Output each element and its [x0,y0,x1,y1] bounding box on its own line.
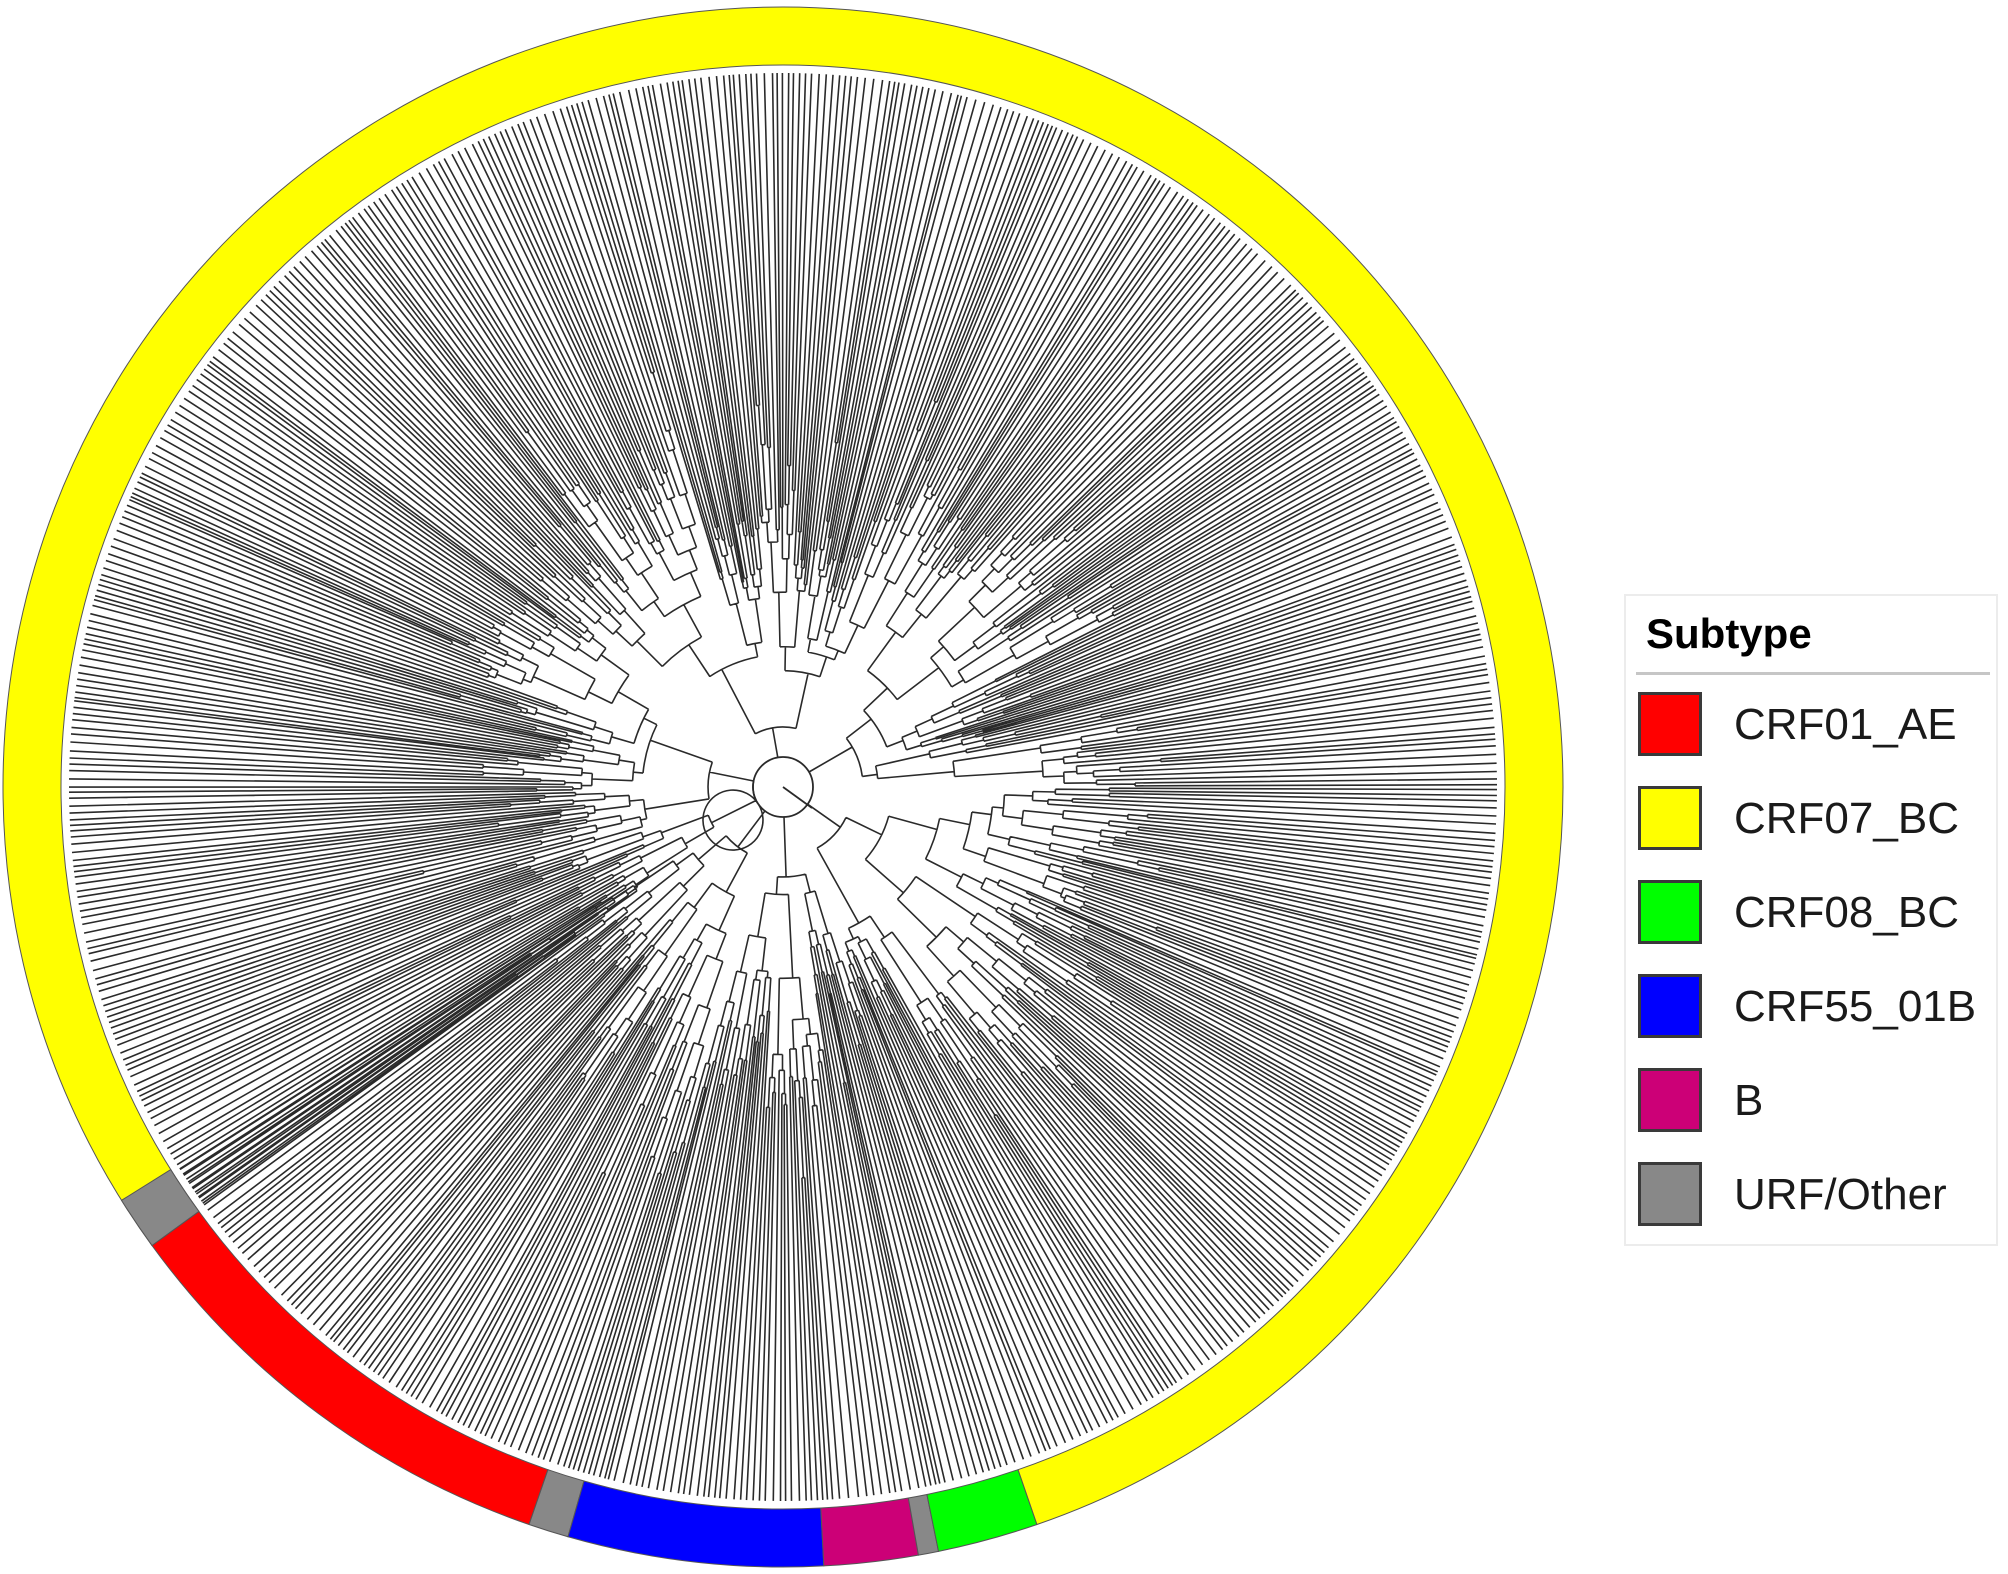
ring-segment-urf-other [907,1493,940,1556]
legend-swatch [1638,974,1702,1038]
legend-swatch [1638,692,1702,756]
ring-segment-crf07-bc [2,6,1564,1526]
phylogenetic-tree [2,6,1564,1568]
ring-segment-urf-other [120,1168,200,1247]
tree-branch-lines [68,72,1498,1502]
legend-item-crf01-ae: CRF01_AE [1638,692,1988,762]
legend-label: B [1734,1076,1764,1125]
tree-root-branch [782,786,813,809]
legend-label: CRF55_01B [1734,982,1977,1031]
legend: Subtype CRF01_AE CRF07_BC CRF08_BC CRF55… [1624,594,1998,1246]
ring-segment-crf08-bc [926,1469,1038,1552]
legend-item-urf-other: URF/Other [1638,1162,1988,1232]
legend-swatch [1638,786,1702,850]
legend-title: Subtype [1646,610,1812,657]
ring-segment-urf-other [528,1469,585,1538]
tree-branches [68,72,1498,1502]
subtype-ring [2,6,1564,1568]
legend-item-crf08-bc: CRF08_BC [1638,880,1988,950]
legend-item-crf07-bc: CRF07_BC [1638,786,1988,856]
legend-label: CRF01_AE [1734,700,1957,749]
legend-swatch [1638,1068,1702,1132]
tree-root-circle [752,756,814,818]
legend-swatch [1638,880,1702,944]
legend-label: URF/Other [1734,1170,1947,1219]
legend-swatch [1638,1162,1702,1226]
legend-divider [1636,672,1990,675]
ring-segment-crf01-ae [151,1210,549,1526]
legend-label: CRF07_BC [1734,794,1959,843]
legend-item-crf55-01b: CRF55_01B [1638,974,1988,1044]
ring-segment-b [820,1497,920,1567]
ring-segment-crf55-01b [567,1480,825,1568]
legend-item-b: B [1638,1068,1988,1138]
legend-label: CRF08_BC [1734,888,1959,937]
